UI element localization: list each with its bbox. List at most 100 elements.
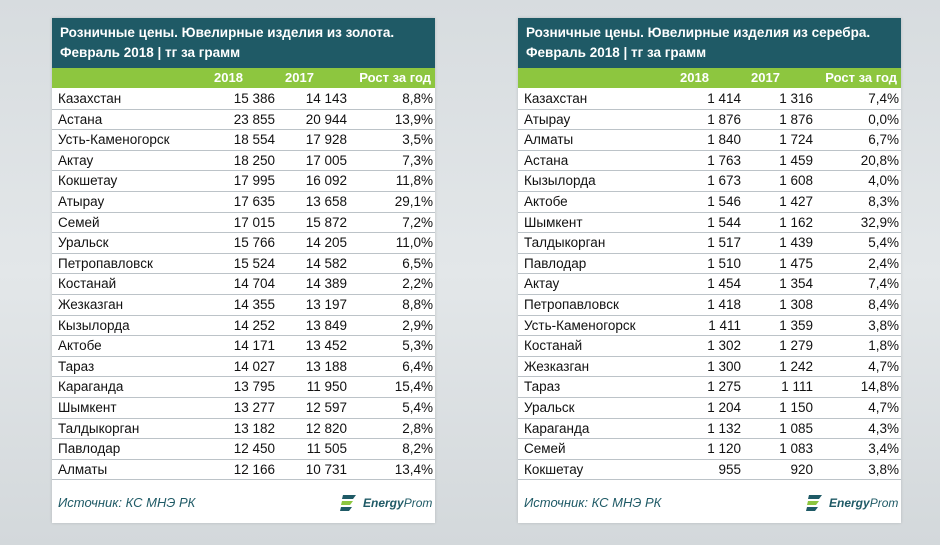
- growth-cell: 7,4%: [868, 91, 899, 106]
- growth-cell: 4,3%: [868, 420, 899, 436]
- table-row: Караганда 13 795 11 950 15,4%: [52, 377, 435, 398]
- price-2017-cell: 13 188: [305, 358, 347, 374]
- table-row: Петропавловск 15 524 14 582 6,5%: [52, 254, 435, 275]
- title-line-1: Розничные цены. Ювелирные изделия из сер…: [526, 25, 871, 40]
- price-2018-cell: 14 171: [233, 338, 275, 354]
- price-2018-cell: 13 795: [233, 379, 275, 395]
- table-row: Костанай 1 302 1 279 1,8%: [518, 336, 901, 357]
- price-2018-cell: 1 544: [707, 214, 741, 230]
- table-row: Астана 1 763 1 459 20,8%: [518, 151, 901, 172]
- region-cell: Талдыкорган: [58, 420, 140, 436]
- region-cell: Кызылорда: [524, 173, 596, 189]
- growth-cell: 8,4%: [868, 296, 899, 312]
- title-line-1: Розничные цены. Ювелирные изделия из зол…: [60, 25, 395, 40]
- table-row: Уральск 1 204 1 150 4,7%: [518, 398, 901, 419]
- table-row: Казахстан 15 386 14 143 8,8%: [52, 89, 435, 110]
- table-body: Казахстан 15 386 14 143 8,8% Астана 23 855 20 …: [52, 89, 435, 481]
- price-2017-cell: 1 083: [779, 441, 813, 457]
- price-2018-cell: 1 120: [707, 441, 741, 457]
- price-2017-cell: 1 359: [779, 317, 813, 333]
- gold-prices-table: Розничные цены. Ювелирные изделия из зол…: [52, 18, 435, 523]
- title-line-2: Февраль 2018 | тг за грамм: [526, 45, 707, 60]
- table-row: Алматы 12 166 10 731 13,4%: [52, 460, 435, 481]
- price-2017-cell: 1 162: [779, 214, 813, 230]
- region-cell: Актау: [524, 276, 560, 292]
- growth-cell: 20,8%: [860, 152, 899, 168]
- growth-cell: 5,4%: [868, 235, 899, 251]
- silver-prices-table: Розничные цены. Ювелирные изделия из сер…: [518, 18, 901, 523]
- table-row: Кокшетау 955 920 3,8%: [518, 460, 901, 481]
- table-row: Атырау 17 635 13 658 29,1%: [52, 192, 435, 213]
- growth-cell: 6,4%: [402, 358, 433, 374]
- price-2017-cell: 16 092: [305, 173, 347, 189]
- price-2018-cell: 1 876: [707, 111, 741, 127]
- region-cell: Кокшетау: [58, 173, 118, 189]
- price-2018-cell: 1 204: [707, 399, 741, 415]
- price-2017-cell: 1 608: [779, 173, 813, 189]
- table-footer: Источник: КС МНЭ РК EnergyProm: [518, 483, 901, 523]
- table-row: Усть-Каменогорск 1 411 1 359 3,8%: [518, 316, 901, 337]
- growth-cell: 2,8%: [402, 420, 433, 436]
- region-cell: Атырау: [58, 193, 105, 209]
- price-2018-cell: 17 995: [233, 173, 275, 189]
- price-2018-cell: 1 763: [707, 152, 741, 168]
- region-cell: Актобе: [58, 338, 102, 354]
- price-2018-cell: 1 517: [707, 235, 741, 251]
- table-row: Актобе 14 171 13 452 5,3%: [52, 336, 435, 357]
- price-2017-cell: 1 085: [779, 420, 813, 436]
- region-cell: Жезказган: [58, 296, 124, 312]
- price-2017-cell: 1 308: [779, 296, 813, 312]
- price-2017-cell: 14 205: [305, 235, 347, 251]
- table-row: Талдыкорган 1 517 1 439 5,4%: [518, 233, 901, 254]
- price-2018-cell: 1 510: [707, 255, 741, 271]
- table-row: Актау 18 250 17 005 7,3%: [52, 151, 435, 172]
- price-2018-cell: 14 252: [233, 317, 275, 333]
- region-cell: Актау: [58, 152, 94, 168]
- growth-cell: 5,3%: [402, 338, 433, 354]
- table-body: Казахстан 1 414 1 316 7,4% Атырау 1 876 1 876 0…: [518, 89, 901, 481]
- table-row: Атырау 1 876 1 876 0,0%: [518, 110, 901, 131]
- price-2018-cell: 13 277: [233, 399, 275, 415]
- growth-cell: 6,5%: [402, 255, 433, 271]
- growth-cell: 8,3%: [868, 193, 899, 209]
- region-cell: Жезказган: [524, 358, 590, 374]
- region-cell: Семей: [524, 441, 566, 457]
- title-line-2: Февраль 2018 | тг за грамм: [60, 45, 241, 60]
- table-footer: Источник: КС МНЭ РК EnergyProm: [52, 483, 435, 523]
- column-header-2017: 2017: [751, 70, 780, 85]
- growth-cell: 3,4%: [868, 441, 899, 457]
- growth-cell: 11,8%: [395, 173, 433, 189]
- growth-cell: 13,4%: [394, 461, 433, 477]
- energyprom-logo-icon: [806, 495, 822, 511]
- column-header-growth: Рост за год: [359, 70, 431, 85]
- price-2018-cell: 15 524: [233, 255, 275, 271]
- table-row: Семей 1 120 1 083 3,4%: [518, 439, 901, 460]
- price-2018-cell: 18 554: [233, 132, 275, 148]
- price-2018-cell: 1 673: [707, 173, 741, 189]
- region-cell: Павлодар: [524, 255, 587, 271]
- logo-wordmark: EnergyProm: [829, 496, 899, 510]
- price-2017-cell: 1 439: [779, 235, 813, 251]
- energyprom-logo: EnergyProm: [339, 492, 432, 514]
- growth-cell: 4,7%: [868, 358, 899, 374]
- source-note: Источник: КС МНЭ РК: [524, 495, 662, 510]
- growth-cell: 32,9%: [860, 214, 899, 230]
- column-header-2018: 2018: [680, 70, 709, 85]
- region-cell: Кызылорда: [58, 317, 130, 333]
- region-cell: Костанай: [58, 276, 117, 292]
- table-row: Шымкент 13 277 12 597 5,4%: [52, 398, 435, 419]
- region-cell: Актобе: [524, 193, 568, 209]
- price-2017-cell: 13 452: [305, 338, 347, 354]
- growth-cell: 8,8%: [402, 91, 433, 106]
- region-cell: Костанай: [524, 338, 583, 354]
- price-2018-cell: 18 250: [233, 152, 275, 168]
- price-2017-cell: 12 820: [305, 420, 347, 436]
- growth-cell: 11,0%: [395, 235, 433, 251]
- price-2018-cell: 1 454: [707, 276, 741, 292]
- price-2018-cell: 1 414: [707, 91, 741, 106]
- source-note: Источник: КС МНЭ РК: [58, 495, 196, 510]
- column-header-row: 2018 2017 Рост за год: [52, 68, 435, 88]
- price-2017-cell: 15 872: [305, 214, 347, 230]
- table-row: Кызылорда 14 252 13 849 2,9%: [52, 316, 435, 337]
- price-2018-cell: 15 766: [233, 235, 275, 251]
